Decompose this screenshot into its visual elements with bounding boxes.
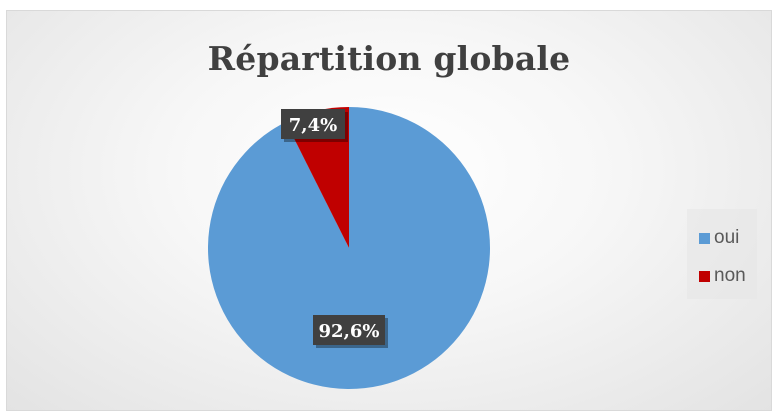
- legend-item-oui: oui: [699, 227, 739, 249]
- legend-swatch-oui: [699, 232, 710, 244]
- legend-label-oui: oui: [714, 227, 740, 248]
- pie-slice-non: [285, 107, 349, 248]
- legend: oui non: [687, 209, 757, 299]
- chart-area: Répartition globale 92,6% 7,4% oui non: [6, 10, 772, 411]
- svg-text:7,4%: 7,4%: [289, 115, 337, 136]
- data-label-non: 7,4%: [281, 109, 348, 142]
- svg-text:92,6%: 92,6%: [319, 321, 380, 342]
- legend-swatch-non: [699, 270, 710, 282]
- legend-label-non: non: [714, 265, 746, 286]
- pie-chart: 92,6% 7,4%: [207, 107, 490, 389]
- legend-item-non: non: [699, 265, 746, 287]
- data-label-oui: 92,6%: [313, 315, 388, 348]
- chart-title: Répartition globale: [207, 39, 571, 78]
